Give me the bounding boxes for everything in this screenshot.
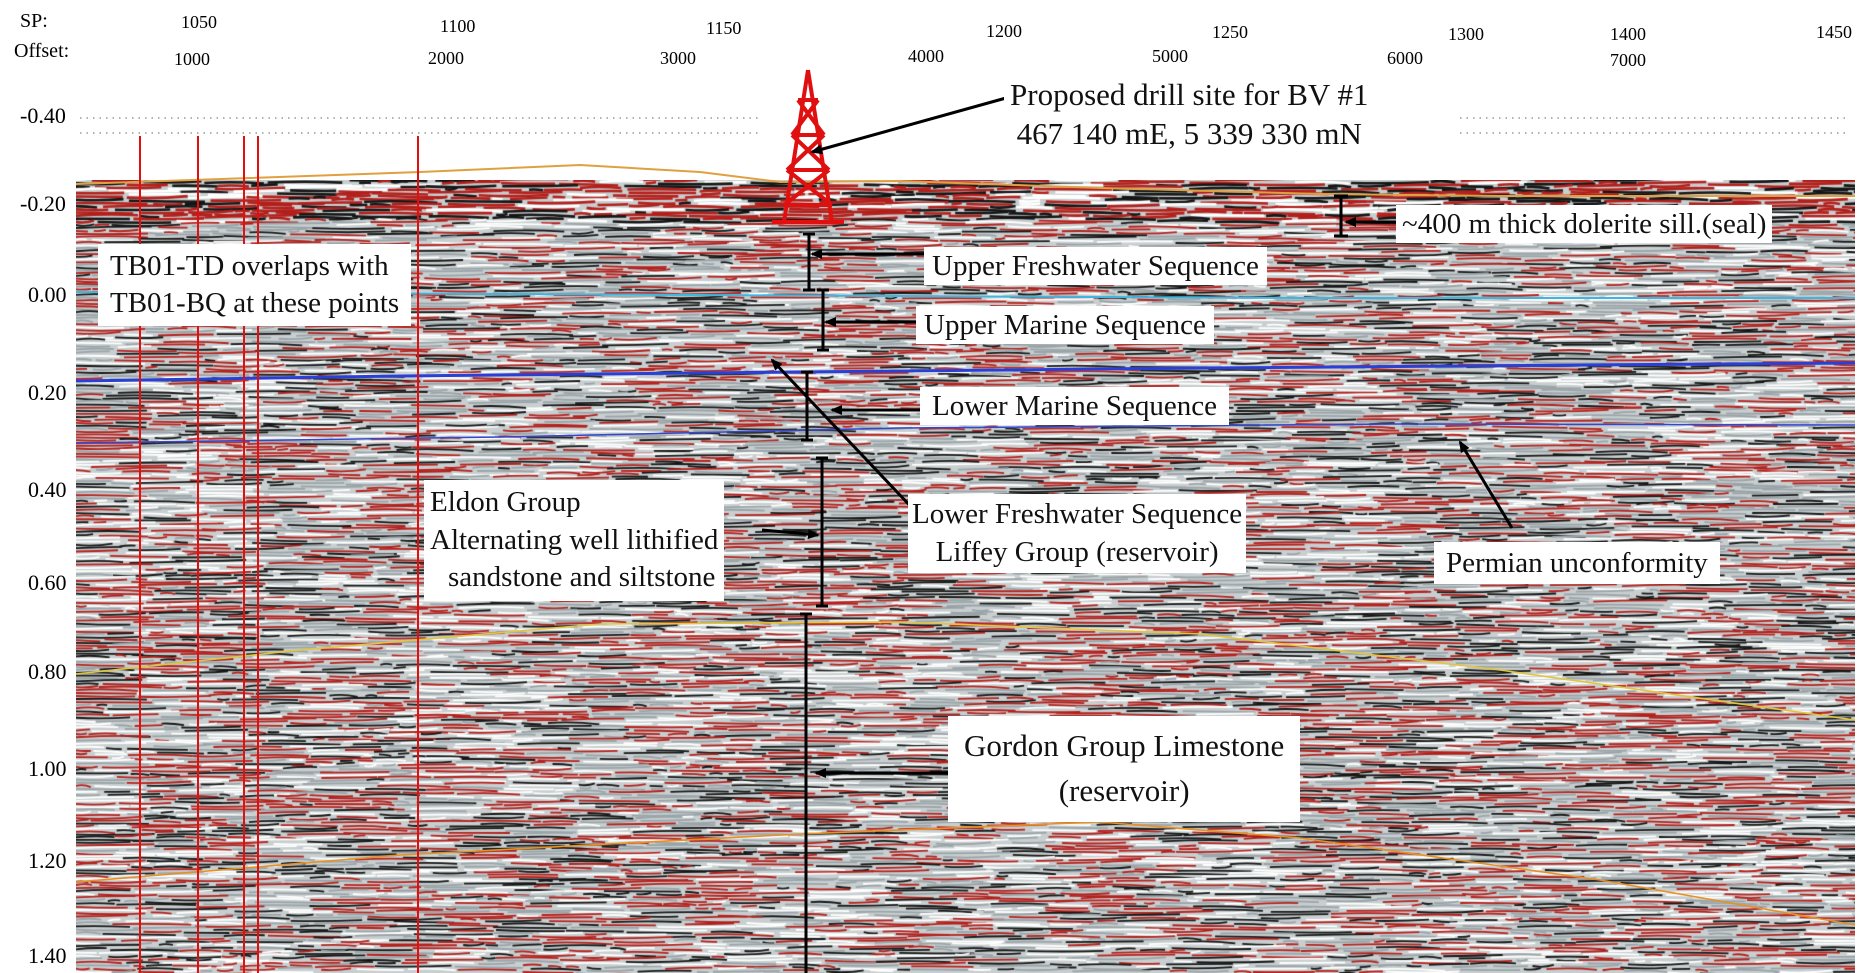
offset-tick: 2000	[428, 48, 464, 68]
time-tick: 1.40	[28, 943, 67, 968]
gordon-group-label: Gordon Group Limestone	[964, 728, 1285, 763]
permian-pointer	[1458, 440, 1514, 529]
lower-freshwater-annotation: Lower Freshwater Sequence Liffey Group (…	[908, 494, 1247, 574]
eldon-group-label: Eldon Group	[430, 486, 581, 518]
time-tick: -0.20	[20, 191, 66, 216]
drill-site-label: Proposed drill site for BV #1	[1010, 77, 1369, 112]
eldon-group-annotation: Eldon Group Alternating well lithified s…	[424, 480, 725, 602]
offset-tick: 6000	[1387, 48, 1423, 68]
dolerite-bracket	[1334, 194, 1396, 238]
ground-surface-line	[75, 163, 1855, 197]
offset-axis-label: Offset:	[14, 40, 69, 62]
horizon-orange-lower	[75, 821, 1856, 926]
drill-site-pointer	[810, 96, 1007, 155]
upper-marine-label: Upper Marine Sequence	[916, 306, 1214, 345]
time-tick: 1.00	[28, 756, 67, 781]
overlap-annotation: TB01-TD overlaps with TB01-BQ at these p…	[98, 244, 412, 327]
drill-site-coordinates: 467 140 mE, 5 339 330 mN	[1016, 115, 1362, 151]
eldon-description-line2: sandstone and siltstone	[448, 561, 716, 594]
gordon-reservoir-label: (reservoir)	[1058, 772, 1190, 808]
time-tick: 0.40	[28, 477, 67, 502]
eldon-description-line1: Alternating well lithified	[430, 523, 719, 556]
time-tick: 0.60	[28, 570, 67, 595]
offset-tick: 3000	[660, 48, 696, 68]
sp-tick: 1450	[1816, 22, 1852, 42]
sp-tick: 1150	[706, 18, 741, 38]
offset-tick: 1000	[174, 49, 210, 69]
lower-freshwater-label: Lower Freshwater Sequence	[912, 498, 1243, 530]
offset-tick: 4000	[908, 46, 944, 66]
permian-unconformity-label: Permian unconformity	[1434, 542, 1720, 585]
sp-tick: 1250	[1212, 22, 1248, 42]
sp-tick: 1050	[181, 12, 217, 32]
time-tick: 1.20	[28, 848, 67, 873]
horizon-blue-thin	[75, 423, 1856, 444]
offset-tick: 5000	[1152, 46, 1188, 66]
lower-marine-label: Lower Marine Sequence	[920, 387, 1230, 426]
sp-tick: 1400	[1610, 24, 1646, 44]
top-dotted-band	[80, 117, 1850, 134]
offset-tick-labels: 1000 2000 3000 4000 5000 6000 7000	[174, 46, 1646, 70]
time-axis: -0.40 -0.20 0.00 0.20 0.40 0.60 0.80 1.0…	[20, 103, 67, 968]
overlap-label-line2: TB01-BQ at these points	[110, 287, 400, 320]
time-tick: 0.00	[28, 282, 67, 307]
lower-freshwater-pointer	[770, 358, 918, 514]
sp-tick: 1300	[1448, 24, 1484, 44]
overlap-label-line1: TB01-TD overlaps with	[110, 250, 389, 282]
sp-tick-labels: 1050 1100 1150 1200 1250 1300 1400 1450	[181, 12, 1852, 44]
sp-axis-label: SP:	[20, 10, 48, 32]
dolerite-annotation: ~400 m thick dolerite sill.(seal)	[1396, 205, 1773, 244]
offset-tick: 7000	[1610, 50, 1646, 70]
gordon-group-annotation: Gordon Group Limestone (reservoir)	[948, 716, 1301, 822]
upper-freshwater-label: Upper Freshwater Sequence	[924, 247, 1267, 286]
sp-tick: 1100	[440, 16, 475, 36]
time-tick: -0.40	[20, 103, 66, 128]
drill-site-annotation: Proposed drill site for BV #1 467 140 mE…	[1004, 74, 1375, 156]
time-tick: 0.20	[28, 380, 67, 405]
sp-tick: 1200	[986, 21, 1022, 41]
time-tick: 0.80	[28, 659, 67, 684]
horizon-yellow-upper	[75, 621, 1856, 721]
liffey-group-label: Liffey Group (reservoir)	[935, 535, 1219, 568]
horizon-blue	[75, 361, 1856, 383]
sequence-brackets	[761, 232, 950, 973]
